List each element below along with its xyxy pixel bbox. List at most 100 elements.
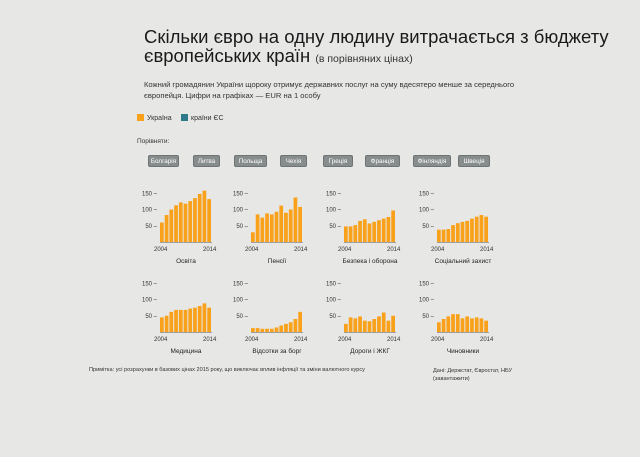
compare-button-lithuania[interactable]: Литва xyxy=(193,155,220,167)
bar xyxy=(437,229,441,242)
x-tick-label: 2004 xyxy=(338,337,352,343)
x-tick-label: 2014 xyxy=(203,247,217,253)
intro-text: Кожний громадянин України щороку отримує… xyxy=(144,80,515,100)
bar xyxy=(353,318,358,332)
legend-item-ukraine: Україна xyxy=(137,114,172,122)
bar xyxy=(470,218,474,242)
bar xyxy=(265,328,269,332)
bar xyxy=(288,209,293,242)
bar xyxy=(174,205,178,243)
bar xyxy=(255,214,260,243)
y-tick-label: 100 – xyxy=(326,208,342,214)
y-tick-label: 100 – xyxy=(142,298,158,304)
bar xyxy=(470,318,474,332)
bar xyxy=(178,202,183,242)
legend-item-eu[interactable]: країни ЄС xyxy=(181,114,224,122)
bar xyxy=(377,316,381,332)
compare-button-france[interactable]: Франція xyxy=(365,155,400,167)
bar xyxy=(460,318,465,332)
x-tick-label: 2014 xyxy=(203,337,217,343)
y-tick-label: 150 – xyxy=(233,281,249,287)
bar xyxy=(451,314,455,333)
compare-button-czechia[interactable]: Чехія xyxy=(280,155,307,167)
y-tick-label: 100 – xyxy=(142,208,158,214)
source-note[interactable]: Дані: Держстат, Євростат, НБУ (завантажи… xyxy=(433,368,513,382)
x-tick-label: 2014 xyxy=(387,337,401,343)
bar xyxy=(437,322,441,332)
compare-button-sweden[interactable]: Швеція xyxy=(458,155,490,167)
legend-label-eu: країни ЄС xyxy=(191,115,224,122)
bar xyxy=(455,223,460,242)
bar xyxy=(160,317,164,333)
bar xyxy=(441,229,446,242)
bar xyxy=(474,216,479,242)
bar xyxy=(274,327,279,332)
compare-button-bulgaria[interactable]: Болгарія xyxy=(148,155,179,167)
bar xyxy=(279,325,284,332)
x-tick-label: 2014 xyxy=(480,337,494,343)
legend-swatch-ukraine xyxy=(137,114,144,121)
bar xyxy=(274,211,279,243)
bar xyxy=(298,311,302,332)
bar xyxy=(193,198,197,243)
chart-title: Відсотки за борг xyxy=(252,347,302,355)
bar xyxy=(367,321,372,332)
bar xyxy=(298,206,302,242)
bar xyxy=(193,307,197,333)
bar xyxy=(353,225,358,242)
y-tick-label: 150 – xyxy=(142,281,158,287)
title-subtitle: (в порівняних цінах) xyxy=(315,53,413,65)
bar xyxy=(348,317,353,333)
bar xyxy=(293,319,298,332)
bar xyxy=(344,226,348,242)
x-tick-label: 2004 xyxy=(431,337,445,343)
bar xyxy=(446,229,451,242)
page-title: Скільки євро на одну людину витрачається… xyxy=(144,27,614,69)
bar xyxy=(255,328,260,332)
bar xyxy=(484,320,488,333)
bar xyxy=(391,210,395,242)
chart-title: Безпека і оборона xyxy=(343,257,398,265)
bar xyxy=(284,212,288,242)
x-tick-label: 2004 xyxy=(154,337,168,343)
y-tick-label: 50 – xyxy=(422,224,434,230)
compare-button-finland[interactable]: Фінляндія xyxy=(413,155,451,167)
x-tick-label: 2004 xyxy=(338,247,352,253)
y-tick-label: 50 – xyxy=(329,314,341,320)
bar xyxy=(207,307,211,333)
bar xyxy=(260,217,265,243)
chart-title: Дороги і ЖКГ xyxy=(350,347,390,355)
x-tick-label: 2014 xyxy=(294,337,308,343)
y-tick-label: 100 – xyxy=(419,298,435,304)
bar xyxy=(381,312,386,332)
bar xyxy=(251,328,255,332)
y-tick-label: 100 – xyxy=(326,298,342,304)
chart-title: Чиновники xyxy=(447,348,480,355)
bar xyxy=(174,309,178,332)
bar xyxy=(358,316,362,332)
compare-button-greece[interactable]: Греція xyxy=(323,155,353,167)
bar xyxy=(391,315,395,332)
y-tick-label: 150 – xyxy=(326,191,342,197)
y-tick-label: 150 – xyxy=(419,281,435,287)
bar xyxy=(367,223,372,242)
bar xyxy=(202,303,207,332)
bar xyxy=(479,318,484,332)
bar xyxy=(260,328,265,332)
bar xyxy=(293,197,298,242)
x-tick-label: 2004 xyxy=(245,247,259,253)
bar xyxy=(251,232,255,242)
bar xyxy=(169,311,174,332)
compare-button-poland[interactable]: Польща xyxy=(234,155,267,167)
bar xyxy=(178,309,183,332)
bar xyxy=(183,309,188,332)
bar xyxy=(381,218,386,242)
bar xyxy=(386,216,391,242)
bar xyxy=(362,320,367,333)
y-tick-label: 150 – xyxy=(142,191,158,197)
legend-swatch-eu xyxy=(181,114,188,121)
bar xyxy=(460,221,465,242)
bar xyxy=(465,220,470,243)
bar xyxy=(344,323,348,333)
